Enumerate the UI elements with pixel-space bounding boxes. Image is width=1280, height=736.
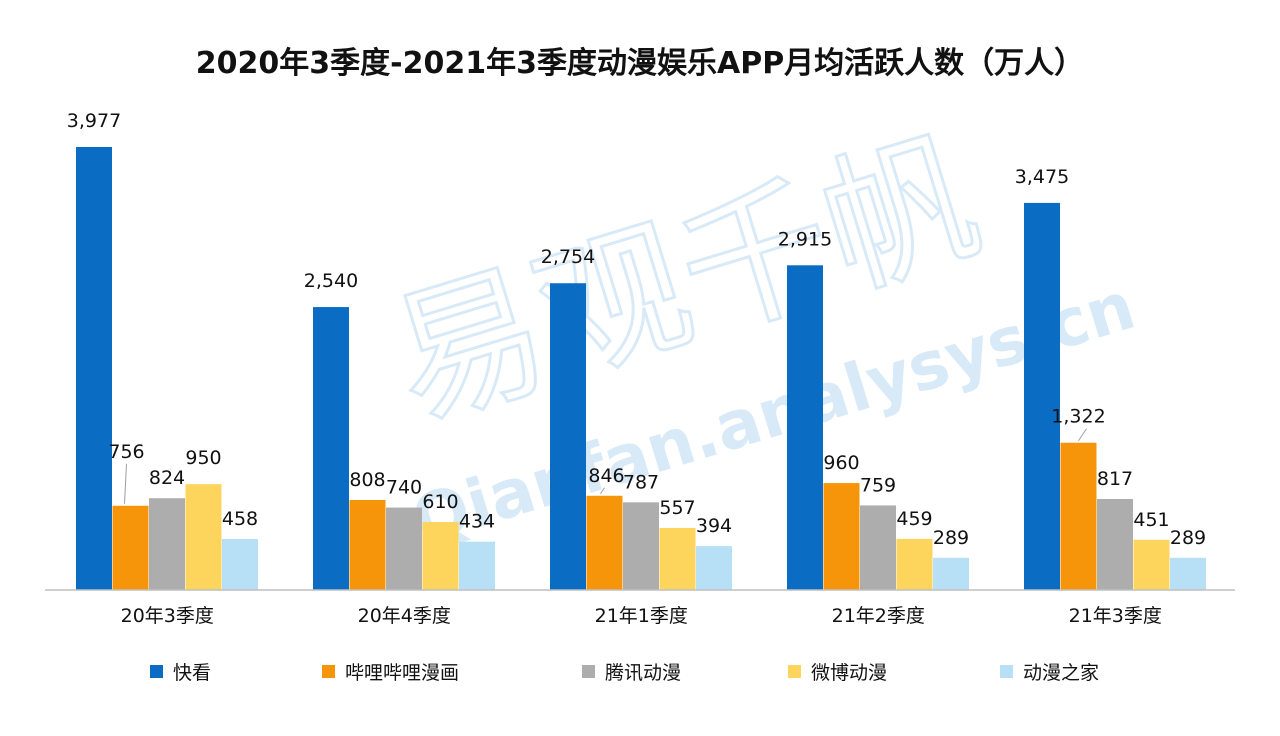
value-label-1-4: 2,915	[778, 228, 832, 250]
legend-item-4: 微博动漫	[788, 656, 887, 686]
value-label-5-1: 458	[222, 508, 258, 530]
legend: 快看 哔哩哔哩漫画 腾讯动漫 微博动漫 动漫之家	[0, 656, 1280, 686]
bar-3-2	[386, 507, 422, 590]
legend-item-1: 快看	[150, 656, 211, 686]
value-label-3-4: 759	[860, 474, 896, 496]
value-label-1-5: 3,475	[1015, 166, 1069, 188]
value-label-2-5: 1,322	[1051, 406, 1105, 428]
legend-swatch	[582, 664, 595, 678]
value-label-5-2: 434	[459, 511, 495, 533]
value-label-5-5: 289	[1170, 527, 1206, 549]
bar-3-4	[860, 505, 896, 590]
value-label-4-2: 610	[422, 491, 458, 513]
legend-item-5: 动漫之家	[1000, 656, 1099, 686]
x-tick-label-4: 21年2季度	[832, 605, 925, 627]
bar-4-5	[1133, 539, 1170, 590]
bar-1-1	[76, 147, 112, 590]
value-label-5-4: 289	[933, 527, 969, 549]
bar-4-1	[185, 484, 222, 590]
value-label-1-1: 3,977	[67, 110, 121, 132]
x-tick-label-3: 21年1季度	[595, 605, 688, 627]
bar-5-5	[1170, 557, 1206, 590]
bar-2-1	[112, 505, 149, 590]
legend-label: 哔哩哔哩漫画	[345, 661, 460, 684]
value-label-5-3: 394	[696, 515, 732, 537]
legend-label: 腾讯动漫	[605, 661, 682, 684]
legend-item-3: 腾讯动漫	[582, 656, 681, 686]
bar-3-3	[623, 502, 659, 590]
legend-swatch	[322, 664, 335, 678]
chart-title: 2020年3季度-2021年3季度动漫娱乐APP月均活跃人数（万人）	[195, 46, 1085, 81]
bar-5-4	[933, 557, 969, 590]
bar-5-3	[696, 546, 732, 590]
value-label-2-3: 846	[588, 465, 624, 487]
legend-swatch	[788, 664, 801, 678]
bar-4-3	[659, 527, 696, 590]
bar-5-1	[222, 538, 258, 590]
bar-3-1	[149, 498, 185, 590]
legend-swatch	[1000, 664, 1013, 678]
x-tick-label-2: 20年4季度	[358, 605, 451, 627]
value-label-3-3: 787	[623, 471, 659, 493]
value-label-2-2: 808	[349, 469, 385, 491]
bar-1-3	[550, 283, 586, 590]
bar-2-2	[349, 499, 386, 590]
value-label-4-5: 451	[1133, 509, 1169, 531]
value-label-4-3: 557	[659, 497, 695, 519]
bar-4-2	[422, 522, 459, 590]
value-label-3-5: 817	[1097, 468, 1133, 490]
leader-line	[600, 487, 605, 495]
bar-2-4	[823, 483, 860, 590]
bar-5-2	[459, 541, 495, 590]
legend-label: 动漫之家	[1023, 661, 1100, 684]
leader-line	[1078, 428, 1087, 442]
value-label-1-3: 2,754	[541, 246, 595, 268]
bar-1-2	[313, 307, 349, 590]
value-label-4-4: 459	[896, 508, 932, 530]
x-tick-label-5: 21年3季度	[1069, 605, 1162, 627]
x-tick-label-1: 20年3季度	[121, 605, 214, 627]
bar-4-4	[896, 538, 933, 590]
bars-layer	[76, 147, 1206, 590]
bar-3-5	[1097, 498, 1133, 590]
value-label-2-1: 756	[108, 441, 144, 463]
legend-label: 微博动漫	[811, 661, 888, 684]
value-label-2-4: 960	[823, 452, 859, 474]
legend-item-2: 哔哩哔哩漫画	[322, 656, 459, 686]
bar-1-4	[787, 265, 823, 590]
leader-line	[124, 463, 127, 504]
value-label-3-2: 740	[386, 477, 422, 499]
value-label-1-2: 2,540	[304, 270, 358, 292]
x-axis-labels: 20年3季度 20年4季度 21年1季度 21年2季度 21年3季度	[121, 605, 1162, 627]
value-label-4-1: 950	[185, 447, 221, 469]
bar-2-5	[1060, 442, 1097, 590]
legend-swatch	[150, 664, 163, 678]
legend-label: 快看	[173, 661, 212, 684]
value-label-3-1: 824	[149, 467, 185, 489]
bar-1-5	[1024, 202, 1060, 590]
bar-2-3	[586, 495, 623, 590]
